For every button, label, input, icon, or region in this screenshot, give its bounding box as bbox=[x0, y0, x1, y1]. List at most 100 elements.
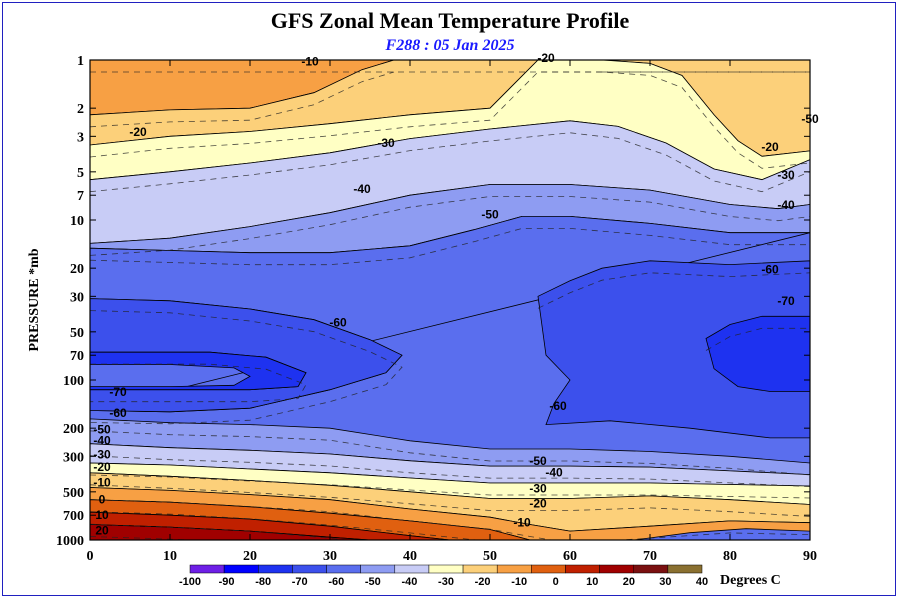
colorbar-tick-label: -30 bbox=[438, 576, 454, 588]
dashed-contour bbox=[90, 71, 395, 128]
y-tick-label: 700 bbox=[63, 509, 84, 524]
y-tick-label: 500 bbox=[63, 486, 84, 501]
y-tick-label: 5 bbox=[77, 166, 84, 181]
temperature-band bbox=[90, 351, 307, 391]
contour-label: -50 bbox=[93, 423, 111, 437]
contour-label: 0 bbox=[99, 493, 106, 507]
colorbar-swatch bbox=[326, 564, 361, 574]
y-tick-label: 10 bbox=[70, 214, 84, 229]
contour-label: -20 bbox=[761, 140, 779, 154]
x-tick-label: 0 bbox=[87, 549, 94, 564]
colorbar-swatch bbox=[667, 564, 703, 574]
y-tick-label: 300 bbox=[63, 450, 84, 465]
contour-label: -40 bbox=[93, 433, 111, 447]
colorbar-tick-label: -10 bbox=[511, 576, 527, 588]
contour-label: -30 bbox=[777, 168, 795, 182]
x-tick-label: 50 bbox=[483, 549, 497, 564]
contour-label: -30 bbox=[529, 481, 547, 495]
colorbar-swatch bbox=[292, 564, 327, 574]
contour-label: -20 bbox=[529, 497, 547, 511]
y-axis-label: PRESSURE *mb bbox=[27, 248, 42, 351]
colorbar-tick-label: 0 bbox=[553, 576, 559, 588]
chart-subtitle: F288 : 05 Jan 2025 bbox=[385, 37, 515, 54]
contour-label: -50 bbox=[481, 207, 499, 221]
contour-label: -40 bbox=[353, 182, 371, 196]
colorbar-tick-label: -90 bbox=[219, 576, 235, 588]
axes: 0 10 20 30 40 50 60 70 80 90123571020305070100200… bbox=[56, 54, 817, 564]
colorbar-tick-label: -60 bbox=[328, 576, 344, 588]
colorbar: -100 -90 -80 -70 -60 -50 -40 -30 -20 -10 0 10 20 30 40 bbox=[179, 564, 708, 588]
dashed-contour bbox=[90, 228, 810, 266]
colorbar-tick-label: 30 bbox=[659, 576, 671, 588]
colorbar-swatch bbox=[633, 564, 669, 574]
colorbar-swatch bbox=[462, 564, 498, 574]
x-tick-label: 90 bbox=[803, 549, 817, 564]
colorbar-tick-label: 20 bbox=[623, 576, 635, 588]
contour-label: -30 bbox=[377, 136, 395, 150]
plot-frame bbox=[89, 59, 811, 541]
colorbar-label: Degrees C bbox=[720, 573, 781, 588]
y-tick-label: 3 bbox=[77, 130, 84, 145]
colorbar-swatch bbox=[428, 564, 464, 574]
chart-title: GFS Zonal Mean Temperature Profile bbox=[270, 8, 630, 33]
y-tick-label: 20 bbox=[70, 262, 84, 277]
x-tick-label: 70 bbox=[643, 549, 657, 564]
y-tick-label: 30 bbox=[70, 290, 84, 305]
x-tick-label: 20 bbox=[243, 549, 257, 564]
colorbar-swatch bbox=[258, 564, 293, 574]
contour-label: -60 bbox=[761, 263, 779, 277]
contour-label: -20 bbox=[93, 460, 111, 474]
colorbar-tick-label: -40 bbox=[401, 576, 417, 588]
dashed-contour bbox=[90, 310, 403, 425]
y-tick-label: 50 bbox=[70, 326, 84, 341]
contour-label: -20 bbox=[537, 51, 555, 65]
y-tick-label: 1 bbox=[77, 54, 84, 69]
colorbar-swatch bbox=[360, 564, 396, 574]
contour-label: -20 bbox=[129, 125, 147, 139]
contour-label: -70 bbox=[109, 385, 127, 399]
dashed-contour bbox=[90, 523, 349, 540]
x-tick-label: 60 bbox=[563, 549, 577, 564]
contour-label: -40 bbox=[545, 466, 563, 480]
colorbar-swatch bbox=[223, 564, 259, 574]
contour-label: -50 bbox=[529, 454, 547, 468]
colorbar-tick-label: 40 bbox=[696, 576, 708, 588]
contour-label: -60 bbox=[549, 399, 567, 413]
dashed-contour bbox=[90, 132, 810, 193]
contour-label: 10 bbox=[95, 508, 109, 522]
contour-labels: -10 -20-20-30-40-50-50-20-30-40-60-70-60-… bbox=[93, 51, 819, 538]
contour-label: -10 bbox=[513, 515, 531, 529]
contour-label: -50 bbox=[801, 112, 819, 126]
x-tick-label: 40 bbox=[403, 549, 417, 564]
contour-label: -60 bbox=[109, 406, 127, 420]
y-tick-label: 70 bbox=[70, 349, 84, 364]
colorbar-tick-label: -20 bbox=[475, 576, 491, 588]
x-tick-label: 80 bbox=[723, 549, 737, 564]
colorbar-swatch bbox=[599, 564, 634, 574]
contour-label: -30 bbox=[93, 447, 111, 461]
contour-label: -10 bbox=[301, 54, 319, 68]
colorbar-tick-label: -70 bbox=[292, 576, 308, 588]
dashed-contour bbox=[705, 327, 810, 351]
colorbar-tick-label: -80 bbox=[255, 576, 271, 588]
colorbar-swatch bbox=[394, 564, 430, 574]
colorbar-tick-label: -100 bbox=[179, 576, 201, 588]
contour-label: -70 bbox=[777, 294, 795, 308]
y-tick-label: 200 bbox=[63, 422, 84, 437]
y-tick-label: 2 bbox=[77, 102, 84, 117]
plot-area bbox=[90, 60, 810, 540]
contour-label: 20 bbox=[95, 524, 109, 538]
dashed-contour bbox=[90, 196, 810, 256]
x-tick-label: 30 bbox=[323, 549, 337, 564]
temperature-band bbox=[537, 260, 810, 439]
dashed-contour bbox=[90, 511, 480, 540]
colorbar-swatch bbox=[531, 564, 566, 574]
x-tick-label: 10 bbox=[163, 549, 177, 564]
contour-label: -60 bbox=[329, 316, 347, 330]
colorbar-tick-label: 10 bbox=[586, 576, 598, 588]
dashed-contour bbox=[90, 71, 810, 169]
contour-label: -10 bbox=[93, 476, 111, 490]
y-tick-label: 7 bbox=[77, 189, 84, 204]
